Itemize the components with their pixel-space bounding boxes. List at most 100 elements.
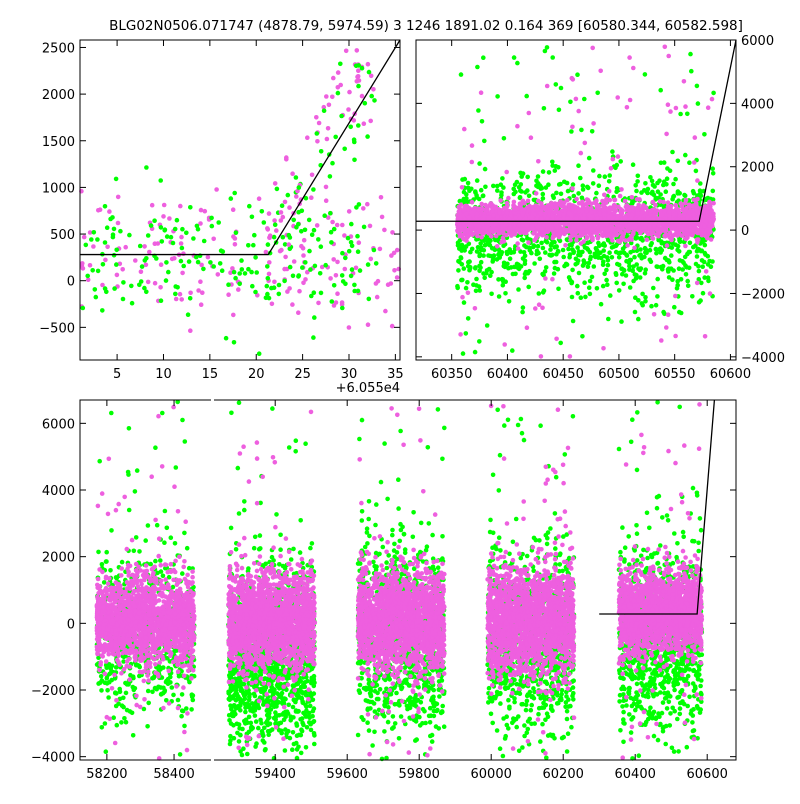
data-point [246, 243, 251, 248]
data-point [516, 287, 521, 292]
data-point [586, 186, 591, 191]
data-point [630, 195, 635, 200]
data-point [569, 129, 574, 134]
data-point [640, 238, 645, 243]
data-point [196, 288, 201, 293]
data-point [233, 236, 238, 241]
data-point [477, 197, 482, 202]
data-point [325, 137, 330, 142]
data-point [615, 163, 620, 168]
data-point [702, 224, 707, 229]
data-point [199, 208, 204, 213]
data-point [296, 274, 301, 279]
data-point [553, 168, 558, 173]
data-point [581, 258, 586, 263]
data-point [270, 302, 275, 307]
data-point [557, 108, 562, 113]
data-point [513, 272, 518, 277]
data-point [607, 179, 612, 184]
data-point [219, 248, 224, 253]
data-point [483, 167, 488, 172]
data-point [638, 228, 643, 233]
data-point [628, 222, 633, 227]
data-point [597, 174, 602, 179]
data-point [616, 154, 621, 159]
data-point [707, 200, 712, 205]
data-point [331, 257, 336, 262]
data-point [339, 114, 344, 119]
y-tick-label: 1000 [42, 181, 75, 196]
data-point [362, 121, 367, 126]
data-point [692, 160, 697, 165]
data-point [568, 238, 573, 243]
data-point [520, 237, 525, 242]
data-point [206, 255, 211, 260]
data-point [470, 160, 475, 165]
y-tick-label: 0 [67, 275, 75, 290]
data-point [599, 302, 604, 307]
data-point [542, 206, 547, 211]
data-point [570, 186, 575, 191]
data-point [579, 295, 584, 300]
data-point [180, 271, 185, 276]
x-tick-label: 15 [202, 367, 219, 382]
data-point [480, 222, 485, 227]
data-point [118, 229, 123, 234]
data-point [695, 178, 700, 183]
data-point [335, 260, 340, 265]
data-point [272, 218, 277, 223]
data-point [156, 241, 161, 246]
data-point [327, 103, 332, 108]
data-point [260, 209, 265, 214]
data-point [559, 192, 564, 197]
data-point [685, 235, 690, 240]
data-point [709, 237, 714, 242]
data-point [366, 262, 371, 267]
data-point [667, 213, 672, 218]
data-point [532, 261, 537, 266]
data-point [691, 204, 696, 209]
data-point [105, 245, 110, 250]
data-point [466, 291, 471, 296]
data-point [598, 69, 603, 74]
data-point [512, 55, 517, 60]
data-point [247, 204, 252, 209]
data-point [208, 260, 213, 265]
data-point [649, 241, 654, 246]
data-point [287, 233, 292, 238]
data-point [580, 202, 585, 207]
data-point [508, 256, 513, 261]
data-point [523, 190, 528, 195]
data-point [257, 351, 262, 356]
data-point [202, 239, 207, 244]
data-point [576, 109, 581, 114]
data-point [369, 257, 374, 262]
data-point [369, 94, 374, 99]
data-point [682, 79, 687, 84]
data-point [582, 216, 587, 221]
data-point [495, 214, 500, 219]
data-point [119, 720, 124, 725]
data-point [615, 232, 620, 237]
data-point [707, 223, 712, 228]
data-point [146, 280, 151, 285]
x-tick-label: 35 [387, 367, 404, 382]
data-point [538, 211, 543, 216]
data-point [173, 292, 178, 297]
data-point [116, 221, 121, 226]
data-point [162, 540, 167, 545]
data-point [608, 293, 613, 298]
data-point [675, 279, 680, 284]
data-point [594, 198, 599, 203]
x-tick-label: 10 [155, 367, 172, 382]
data-point [543, 49, 548, 54]
data-point [557, 182, 562, 187]
data-point [120, 267, 125, 272]
data-point [704, 269, 709, 274]
data-point [112, 227, 117, 232]
data-point [578, 226, 583, 231]
data-point [532, 198, 537, 203]
data-point [570, 295, 575, 300]
data-point [537, 291, 542, 296]
data-point [701, 231, 706, 236]
